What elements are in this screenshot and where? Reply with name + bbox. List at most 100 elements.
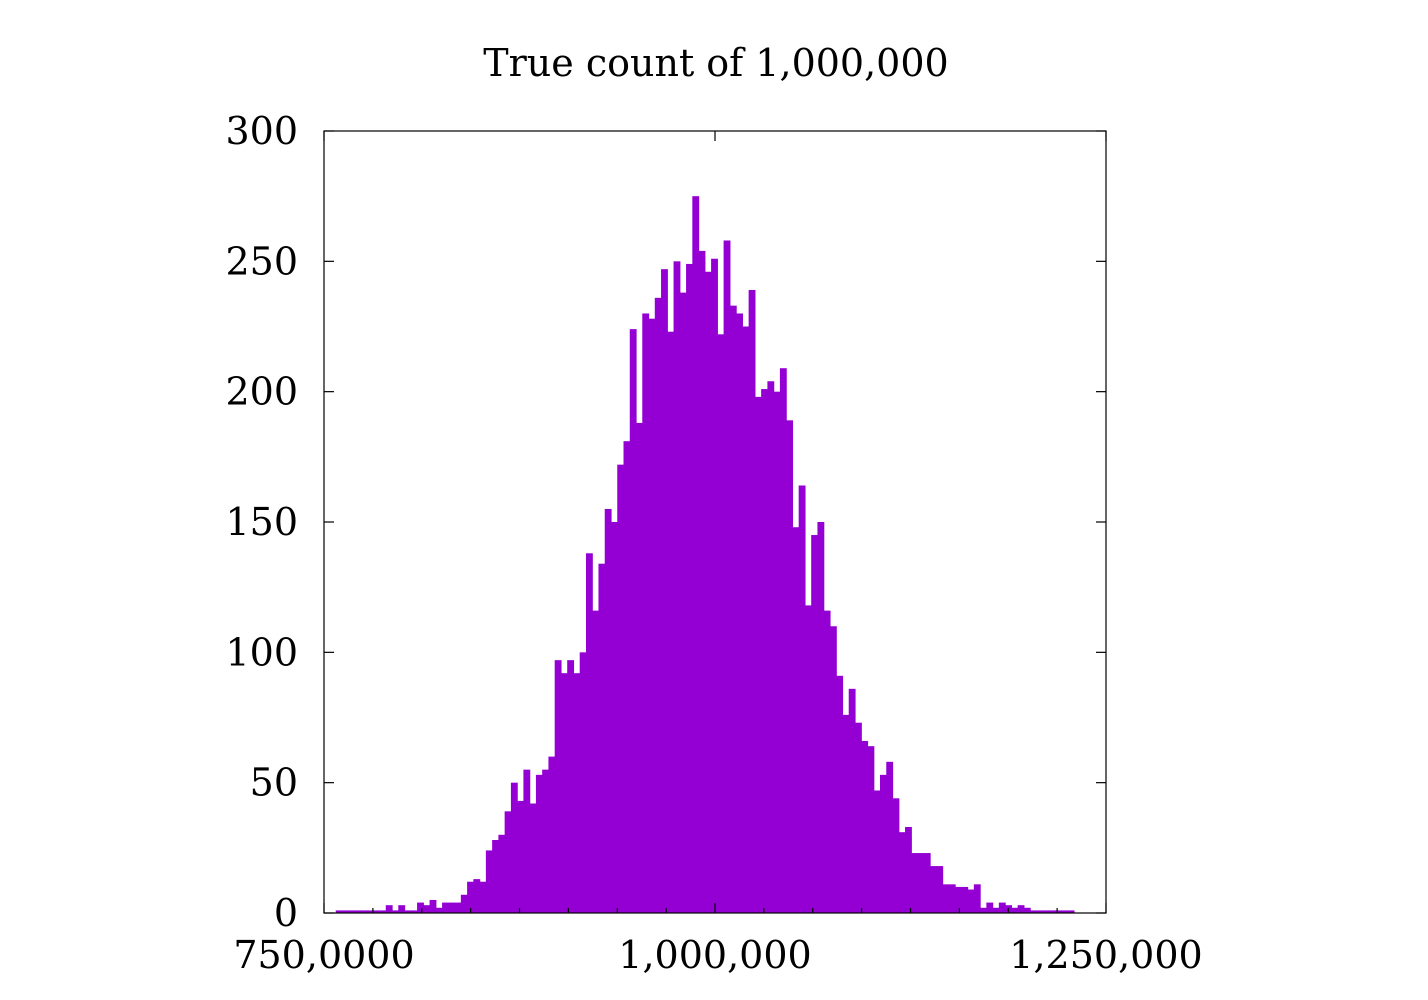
- histogram-bar-91: [905, 826, 912, 913]
- histogram-bar-111: [1030, 910, 1038, 913]
- histogram-bar-31: [529, 803, 537, 913]
- histogram-bar-17: [442, 902, 449, 913]
- histogram-bar-26: [498, 834, 506, 913]
- histogram-bar-47: [629, 329, 637, 913]
- histogram-bar-6: [373, 910, 381, 913]
- histogram-bar-77: [817, 522, 825, 913]
- histogram-bar-13: [417, 902, 424, 913]
- y-tick-label-1: 50: [250, 761, 298, 805]
- histogram-bar-45: [617, 464, 625, 913]
- histogram-bar-44: [610, 522, 618, 913]
- histogram-bar-79: [829, 626, 837, 913]
- histogram-bar-66: [748, 290, 756, 913]
- histogram-bar-105: [992, 907, 1000, 913]
- histogram-bar-59: [704, 271, 712, 913]
- histogram-bar-53: [667, 331, 675, 913]
- histogram-bar-62: [723, 240, 731, 914]
- histogram-bar-104: [986, 902, 994, 913]
- histogram-bar-116: [1061, 910, 1069, 913]
- histogram-bar-18: [448, 902, 456, 913]
- histogram-bar-67: [754, 396, 762, 913]
- histogram-bar-24: [485, 850, 493, 913]
- histogram-bar-106: [998, 902, 1006, 913]
- histogram-bar-65: [742, 326, 750, 913]
- histogram-bar-115: [1055, 910, 1063, 913]
- histogram-bar-9: [392, 910, 399, 913]
- histogram-bar-61: [717, 334, 725, 913]
- histogram-bar-101: [967, 889, 975, 913]
- y-tick-label-6: 300: [225, 109, 298, 153]
- histogram-bar-99: [955, 886, 962, 913]
- histogram-bar-85: [867, 746, 875, 913]
- histogram-bar-7: [379, 910, 387, 913]
- histogram-bar-52: [661, 269, 668, 913]
- histogram-bar-12: [410, 910, 418, 913]
- histogram-bar-2: [348, 910, 356, 913]
- histogram-bar-32: [535, 774, 543, 913]
- histogram-bar-96: [936, 866, 944, 913]
- histogram-bar-60: [711, 258, 718, 913]
- histogram-bar-50: [648, 318, 656, 913]
- x-tick-label-0: 750,0000: [233, 933, 414, 977]
- histogram-bar-51: [654, 297, 662, 913]
- histogram-bar-3: [354, 910, 362, 913]
- y-tick-label-2: 100: [225, 630, 298, 674]
- y-tick-label-5: 250: [225, 239, 298, 283]
- histogram-bar-81: [842, 714, 850, 913]
- histogram-bar-109: [1017, 905, 1025, 913]
- histogram-bar-27: [504, 811, 512, 913]
- histogram-bar-108: [1011, 907, 1019, 913]
- histogram-bar-93: [917, 853, 925, 913]
- histogram-bar-69: [767, 381, 775, 913]
- histogram-bar-10: [398, 905, 406, 913]
- histogram-bar-35: [554, 660, 562, 913]
- histogram-bar-34: [548, 756, 556, 913]
- histogram-bar-88: [886, 761, 894, 913]
- histogram-bar-68: [761, 389, 768, 913]
- histogram-bar-43: [604, 508, 612, 913]
- histogram-bar-94: [923, 853, 931, 913]
- histogram-bar-56: [686, 263, 693, 913]
- histogram-bar-100: [961, 886, 969, 913]
- histogram-bar-113: [1042, 910, 1050, 913]
- histogram-bar-46: [623, 441, 631, 913]
- histogram-bar-58: [698, 250, 706, 913]
- histogram-bar-1: [341, 910, 349, 913]
- histogram-bar-112: [1036, 910, 1044, 913]
- histogram-bar-114: [1048, 910, 1056, 913]
- histogram-bar-4: [360, 910, 368, 913]
- histogram-bar-38: [573, 673, 581, 913]
- y-tick-label-0: 0: [274, 891, 298, 935]
- histogram-bar-49: [642, 313, 650, 913]
- histogram-bar-33: [542, 769, 550, 913]
- y-tick-label-4: 200: [225, 370, 298, 414]
- histogram-bar-70: [773, 391, 781, 914]
- histogram-bar-11: [404, 910, 412, 913]
- histogram-bar-74: [798, 485, 806, 913]
- histogram-bar-78: [823, 610, 831, 913]
- bars-group: [335, 196, 1075, 914]
- histogram-bar-21: [467, 881, 474, 913]
- histogram-bar-95: [930, 866, 937, 913]
- histogram-bar-75: [804, 605, 812, 913]
- histogram-bar-98: [948, 884, 956, 913]
- histogram-bar-103: [980, 907, 987, 913]
- histogram-bar-71: [779, 368, 787, 913]
- histogram-bar-86: [873, 790, 881, 913]
- tick-labels-group: 0 50 100 150 200 250 300 750,0000 1,000,000 1,250…: [225, 109, 1202, 977]
- histogram-bar-117: [1067, 910, 1075, 913]
- y-tick-label-3: 150: [225, 500, 298, 544]
- histogram-bar-82: [848, 688, 856, 913]
- histogram-bar-84: [861, 740, 869, 913]
- histogram-bar-40: [585, 553, 593, 913]
- histogram-bar-42: [598, 563, 606, 913]
- histogram-bar-110: [1023, 907, 1031, 913]
- histogram-bar-37: [567, 660, 575, 913]
- histogram-bar-87: [880, 774, 887, 913]
- histogram-bar-41: [592, 610, 600, 913]
- histogram-bar-73: [792, 527, 800, 913]
- histogram-bar-23: [479, 881, 487, 913]
- x-tick-label-2: 1,250,000: [1009, 933, 1202, 977]
- histogram-bar-20: [460, 894, 468, 913]
